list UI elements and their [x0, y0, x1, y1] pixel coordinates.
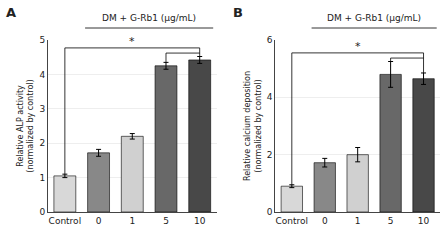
- svg-text:Control: Control: [49, 216, 82, 226]
- svg-text:B: B: [233, 5, 243, 20]
- svg-text:10: 10: [194, 216, 206, 226]
- svg-text:Relative ALP activity(normaliz: Relative ALP activity(normalized by cont…: [16, 79, 35, 172]
- svg-text:DM + G-Rb1 (μg/mL): DM + G-Rb1 (μg/mL): [102, 13, 196, 23]
- svg-text:4: 4: [39, 70, 45, 80]
- svg-text:10: 10: [418, 216, 430, 226]
- svg-text:A: A: [6, 5, 16, 20]
- svg-text:1: 1: [355, 216, 361, 226]
- svg-text:1: 1: [129, 216, 135, 226]
- svg-text:2: 2: [39, 138, 45, 148]
- svg-text:*: *: [355, 40, 361, 53]
- svg-text:DM + G-Rb1 (μg/mL): DM + G-Rb1 (μg/mL): [327, 13, 421, 23]
- svg-text:5: 5: [39, 35, 45, 45]
- svg-text:Relative calcium deposition(no: Relative calcium deposition(normalized b…: [243, 71, 262, 181]
- svg-text:0: 0: [39, 207, 45, 217]
- svg-text:5: 5: [388, 216, 394, 226]
- svg-text:0: 0: [267, 207, 273, 217]
- svg-text:1: 1: [39, 173, 45, 183]
- svg-text:0: 0: [96, 216, 102, 226]
- svg-text:3: 3: [39, 104, 45, 114]
- svg-text:2: 2: [267, 150, 273, 160]
- svg-text:*: *: [129, 35, 135, 48]
- svg-text:6: 6: [267, 35, 273, 45]
- svg-text:4: 4: [267, 92, 273, 102]
- svg-text:Control: Control: [276, 216, 309, 226]
- svg-text:0: 0: [322, 216, 328, 226]
- svg-text:5: 5: [163, 216, 169, 226]
